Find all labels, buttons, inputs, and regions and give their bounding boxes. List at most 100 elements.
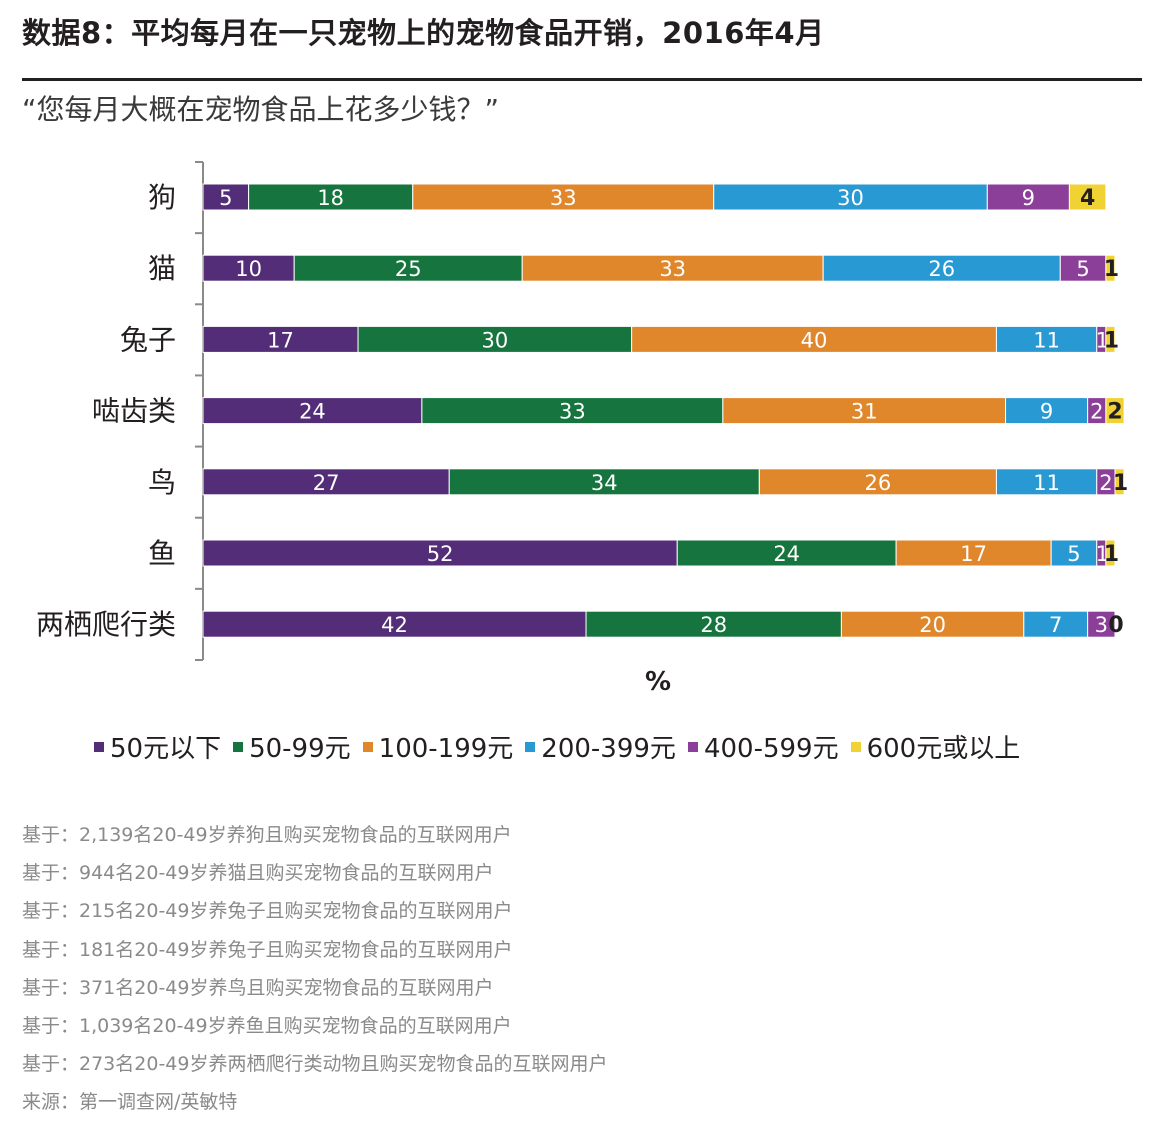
data-label: 3: [1095, 613, 1108, 637]
data-label: 33: [550, 186, 577, 210]
bar-segment: [722, 397, 1007, 425]
data-label: 2: [1107, 400, 1122, 425]
base-note: 基于：2,139名20-49岁养狗且购买宠物食品的互联网用户: [22, 824, 512, 846]
data-label: 1: [1104, 328, 1119, 353]
data-label: 17: [960, 542, 987, 566]
data-label: 1: [1113, 471, 1128, 496]
data-label: 33: [559, 400, 586, 424]
bar-segment: [521, 254, 824, 282]
legend-swatch: [850, 741, 861, 752]
category-label: 猫: [148, 252, 176, 285]
data-label: 11: [1033, 328, 1060, 352]
category-label: 两栖爬行类: [36, 608, 176, 641]
chart-title: 数据8：平均每月在一只宠物上的宠物食品开销，2016年4月: [22, 16, 825, 50]
base-note: 基于：273名20-49岁养两栖爬行类动物且购买宠物食品的互联网用户: [22, 1053, 608, 1076]
category-label: 兔子: [120, 323, 176, 356]
bar-segment: [1023, 610, 1089, 638]
chart-legend: 50元以下 50-99元 100-199元 200-399元 400-599元 600元或…: [94, 728, 1020, 765]
data-label: 17: [267, 328, 294, 352]
category-label: 啮齿类: [92, 395, 176, 428]
bar-segment: [713, 183, 988, 211]
data-label: 24: [773, 542, 800, 566]
legend-swatch: [233, 741, 244, 752]
legend-item: 50元以下: [94, 728, 221, 765]
data-label: 24: [299, 400, 326, 424]
data-label: 10: [235, 257, 262, 281]
bar-segment: [1114, 468, 1125, 496]
legend-label: 50元以下: [110, 734, 222, 764]
bar-segment: [1105, 397, 1125, 425]
data-label: 0: [1108, 613, 1123, 638]
data-label: 42: [381, 613, 408, 637]
base-note: 基于：944名20-49岁养猫且购买宠物食品的互联网用户: [22, 862, 494, 885]
data-label: 9: [1040, 400, 1053, 424]
x-axis-label: %: [645, 667, 671, 697]
category-label: 狗: [148, 181, 176, 214]
data-label: 2: [1090, 400, 1103, 424]
legend-item: 100-199元: [362, 728, 514, 765]
bar-segment: [1087, 610, 1116, 638]
bar-segment: [1050, 539, 1098, 567]
data-label: 5: [1067, 542, 1080, 566]
bar-segment: [1105, 539, 1116, 567]
bar-segment: [448, 468, 760, 496]
bar-segment: [986, 183, 1070, 211]
bar-segment: [822, 254, 1061, 282]
data-label: 26: [865, 471, 892, 495]
legend-label: 100-199元: [378, 734, 514, 764]
data-label: 40: [801, 328, 828, 352]
legend-swatch: [687, 741, 698, 752]
legend-label: 600元或以上: [866, 734, 1021, 764]
data-label: 31: [851, 400, 878, 424]
data-label: 20: [919, 613, 946, 637]
data-label: 52: [427, 542, 454, 566]
data-label: 7: [1049, 613, 1062, 637]
bar-segment: [676, 539, 897, 567]
data-label: 33: [659, 257, 686, 281]
bar-segment: [202, 397, 423, 425]
title-divider: [22, 78, 1142, 81]
data-label: 1: [1104, 542, 1119, 567]
bar-segment: [1059, 254, 1107, 282]
data-label: 27: [313, 471, 340, 495]
bar-segment: [202, 468, 450, 496]
bar-segment: [202, 539, 678, 567]
category-label: 鱼: [148, 537, 176, 570]
source-note: 来源：第一调查网/英敏特: [22, 1091, 238, 1114]
data-label: 34: [591, 471, 618, 495]
legend-swatch: [94, 741, 104, 752]
legend-label: 50-99元: [249, 734, 351, 764]
bar-segment: [293, 254, 523, 282]
chart-subtitle: “您每月大概在宠物食品上花多少钱？”: [22, 93, 500, 126]
data-label: 11: [1033, 471, 1060, 495]
base-note: 基于：1,039名20-49岁养鱼且购买宠物食品的互联网用户: [22, 1015, 512, 1038]
bar-segment: [840, 610, 1025, 638]
data-label: 2: [1099, 471, 1112, 495]
footnotes: 基于：2,139名20-49岁养狗且购买宠物食品的互联网用户 基于：944名20-…: [22, 816, 607, 1122]
data-label: 5: [219, 186, 232, 210]
bar-segment: [202, 183, 250, 211]
legend-item: 50-99元: [233, 728, 351, 765]
data-label: 28: [700, 613, 727, 637]
bar-segment: [1105, 254, 1116, 282]
legend-item: 600元或以上: [850, 728, 1021, 765]
base-note: 基于：215名20-49岁养兔子且购买宠物食品的互联网用户: [22, 900, 513, 923]
data-label: 18: [317, 186, 344, 210]
bar-segment: [1068, 183, 1107, 211]
data-label: 4: [1080, 186, 1095, 211]
data-label: 1: [1104, 257, 1119, 282]
category-label: 鸟: [148, 466, 176, 499]
base-note: 基于：371名20-49岁养鸟且购买宠物食品的互联网用户: [22, 976, 494, 999]
bar-segment: [995, 325, 1098, 353]
data-label: 9: [1022, 186, 1035, 210]
legend-item: 200-399元: [525, 728, 676, 765]
bar-segment: [585, 610, 842, 638]
legend-swatch: [362, 741, 373, 752]
legend-swatch: [525, 741, 536, 752]
legend-label: 400-599元: [703, 734, 839, 764]
legend-item: 400-599元: [687, 728, 839, 765]
data-label: 30: [837, 186, 864, 210]
bar-segment: [1105, 325, 1116, 353]
data-label: 30: [481, 328, 508, 352]
